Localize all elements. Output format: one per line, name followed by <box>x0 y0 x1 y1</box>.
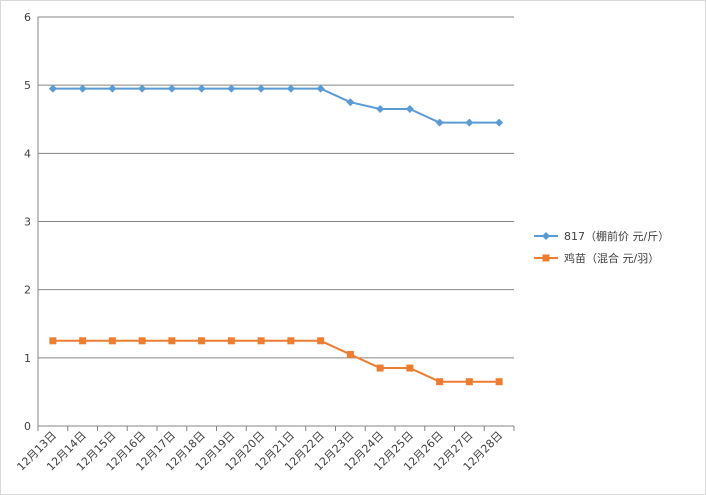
data-point <box>257 84 266 93</box>
y-tick-label: 4 <box>24 147 31 160</box>
series-1 <box>48 84 504 127</box>
data-point <box>376 105 385 114</box>
data-point <box>198 337 206 345</box>
legend: 817（棚前价 元/斤） 鸡苗（混合 元/羽） <box>534 229 669 265</box>
gridlines <box>38 16 514 427</box>
data-point <box>108 337 116 345</box>
y-tick-label: 6 <box>24 11 31 24</box>
legend-entry: 鸡苗（混合 元/羽） <box>534 251 659 265</box>
y-tick-label: 0 <box>24 420 31 433</box>
data-point <box>167 84 176 93</box>
data-point <box>286 84 295 93</box>
data-point <box>227 337 235 345</box>
data-point <box>108 84 117 93</box>
data-point <box>495 378 503 386</box>
series-layer <box>48 84 504 386</box>
data-point <box>542 232 550 240</box>
data-point <box>227 84 236 93</box>
data-point <box>317 337 325 345</box>
y-axis-ticks: 0 1 2 3 4 5 6 <box>24 11 31 433</box>
x-axis-ticks: 12月13日12月14日12月15日12月16日12月17日12月18日12月1… <box>14 429 505 474</box>
data-point <box>138 337 146 345</box>
data-point <box>138 84 147 93</box>
series-line <box>52 87 500 124</box>
series-line <box>52 339 500 383</box>
data-point <box>405 105 414 114</box>
data-point <box>406 364 414 372</box>
data-point <box>346 350 354 358</box>
legend-entry: 817（棚前价 元/斤） <box>534 229 669 243</box>
data-point <box>436 378 444 386</box>
data-point <box>257 337 265 345</box>
data-point <box>168 337 176 345</box>
data-point <box>49 337 57 345</box>
y-tick-label: 1 <box>24 352 31 365</box>
data-point <box>495 118 504 127</box>
axes <box>37 17 515 431</box>
data-point <box>197 84 206 93</box>
data-point <box>435 118 444 127</box>
data-point <box>465 118 474 127</box>
data-point <box>376 364 384 372</box>
data-point <box>78 84 87 93</box>
legend-label: 鸡苗（混合 元/羽） <box>564 251 659 265</box>
series-2 <box>49 337 503 386</box>
y-tick-label: 3 <box>24 216 31 229</box>
legend-label: 817（棚前价 元/斤） <box>564 229 669 243</box>
data-point <box>48 84 57 93</box>
data-point <box>316 84 325 93</box>
y-tick-label: 5 <box>24 79 31 92</box>
data-point <box>542 254 550 262</box>
data-point <box>346 98 355 107</box>
y-tick-label: 2 <box>24 284 31 297</box>
data-point <box>287 337 295 345</box>
data-point <box>79 337 87 345</box>
data-point <box>465 378 473 386</box>
